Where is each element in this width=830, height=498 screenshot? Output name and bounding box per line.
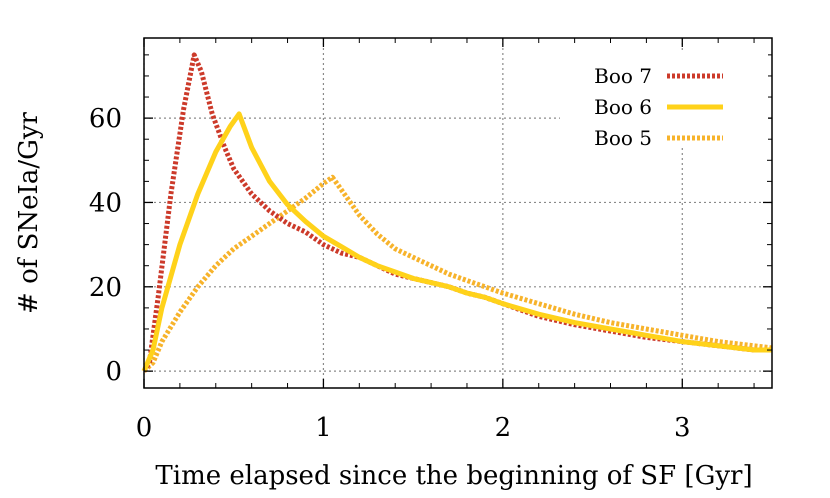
series-line-boo-6 [141, 111, 772, 373]
legend-label-boo-5: Boo 5 [594, 126, 652, 150]
series-line-boo-7 [141, 52, 772, 373]
series-lines [141, 52, 773, 373]
x-tick-label: 1 [315, 413, 332, 443]
y-tick-label: 20 [89, 273, 122, 303]
y-tick-label: 0 [105, 357, 122, 387]
x-tick-label: 3 [674, 413, 691, 443]
y-tick-label: 40 [89, 188, 122, 218]
y-tick-label: 60 [89, 104, 122, 134]
x-tick-label: 0 [136, 413, 153, 443]
legend-background [560, 52, 768, 148]
legend-label-boo-6: Boo 6 [594, 95, 652, 119]
y-axis-label: # of SNeIa/Gyr [14, 111, 44, 314]
x-axis-label: Time elapsed since the beginning of SF [… [155, 461, 752, 491]
axis-ticks: 0 20 40 60 0 1 2 3 [89, 38, 772, 443]
plot-frame [143, 37, 773, 389]
legend: Boo 7 Boo 6 Boo 5 [560, 52, 768, 150]
x-tick-label: 2 [495, 413, 512, 443]
series-line-boo-5 [142, 174, 773, 373]
legend-label-boo-7: Boo 7 [594, 64, 652, 88]
